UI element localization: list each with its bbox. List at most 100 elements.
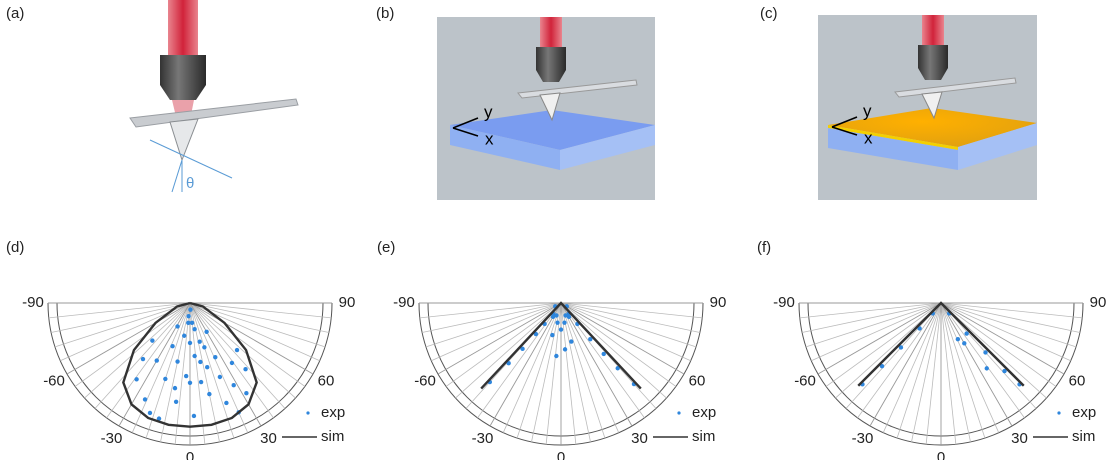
grid-spoke	[560, 302, 606, 439]
exp-point	[173, 399, 179, 404]
angle-tick-label: 0	[557, 449, 565, 460]
axis-arrow	[452, 117, 479, 129]
grid-spoke	[811, 302, 942, 362]
exp-point	[615, 366, 620, 371]
exp-point	[156, 416, 162, 421]
grid-spoke	[560, 302, 691, 362]
panel-label: (d)	[6, 239, 24, 256]
angle-tick-label: -60	[794, 372, 816, 389]
axis-arrow	[452, 127, 479, 137]
grid-spoke	[189, 302, 329, 333]
exp-point	[983, 350, 988, 355]
exp-point	[198, 379, 204, 385]
exp-point	[224, 400, 229, 406]
angle-line	[149, 139, 233, 179]
sim-curve	[857, 301, 1025, 387]
exp-point	[154, 358, 159, 363]
grid-spoke	[802, 302, 942, 333]
exp-point	[554, 313, 559, 318]
grid-spoke	[516, 302, 562, 439]
grid-spoke	[560, 302, 633, 427]
panel-label: (b)	[376, 5, 394, 22]
exp-point	[172, 385, 178, 391]
grid-spoke	[925, 302, 942, 445]
angle-tick-label: -60	[43, 372, 65, 389]
exp-point	[182, 333, 187, 338]
exp-point	[150, 338, 155, 343]
grid-spoke	[940, 302, 1057, 387]
grid-spoke	[189, 302, 296, 399]
legend-label: sim	[1072, 428, 1095, 445]
angle-tick-label: 60	[1069, 372, 1086, 389]
grid-spoke	[940, 302, 1071, 362]
grid-spoke	[940, 302, 1025, 419]
angle-tick-label: 30	[1011, 430, 1028, 447]
grid-spoke	[896, 302, 942, 439]
grid-spoke	[502, 302, 562, 433]
grid-spoke	[560, 302, 577, 445]
exp-point	[175, 324, 180, 329]
panel-label: (a)	[6, 5, 24, 22]
exp-point	[175, 359, 180, 364]
grid-spoke	[560, 302, 697, 348]
angle-tick-label: -60	[414, 372, 436, 389]
grid-spoke	[940, 302, 1077, 348]
sim-curve	[122, 301, 258, 428]
exp-point	[207, 391, 212, 397]
grid-spoke	[940, 302, 1037, 409]
legend-label: exp	[321, 404, 345, 421]
grid-spoke	[189, 302, 326, 348]
grid-spoke	[106, 302, 191, 419]
exp-point	[192, 326, 197, 332]
grid-spoke	[560, 302, 591, 442]
exp-point	[163, 376, 168, 382]
grid-spoke	[560, 302, 645, 419]
grid-spoke	[189, 302, 332, 319]
angle-tick-label: 0	[937, 449, 945, 460]
exp-point	[563, 313, 568, 318]
sim-curve	[480, 301, 642, 390]
exp-point	[189, 320, 195, 326]
axis-arrow	[831, 126, 858, 136]
grid-spoke	[882, 302, 942, 433]
grid-spoke	[940, 302, 986, 439]
grid-spoke	[189, 302, 306, 387]
legend-label: exp	[692, 404, 716, 421]
panel-a: (a) θ	[6, 0, 299, 193]
objective	[536, 47, 566, 82]
exp-point	[562, 347, 568, 352]
exp-point	[186, 320, 191, 326]
grid-spoke	[560, 302, 620, 433]
grid-spoke	[477, 302, 562, 419]
exp-point	[186, 314, 191, 319]
grid-spoke	[189, 302, 286, 409]
axis-label: x	[485, 129, 494, 148]
exp-point	[170, 343, 175, 349]
angle-tick-label: 60	[318, 372, 335, 389]
grid-spoke	[145, 302, 191, 439]
panel-label: (f)	[757, 239, 771, 256]
grid-spoke	[825, 302, 942, 387]
polar-chart: (e) -90 -60 -30 0 30 60 90 exp sim	[377, 239, 726, 460]
grid-spoke	[560, 302, 685, 375]
grid-spoke	[189, 302, 314, 375]
exp-point	[198, 359, 203, 365]
grid-spoke	[160, 302, 191, 442]
grid-spoke	[425, 302, 562, 348]
exp-point	[243, 367, 248, 372]
grid-spoke	[489, 302, 562, 427]
polar-chart: (d) -90 -60 -30 0 30 60 90 exp sim	[6, 239, 355, 460]
exp-point	[550, 332, 555, 338]
angle-tick-label: 90	[710, 294, 727, 311]
grid-spoke	[419, 302, 562, 319]
exp-point	[234, 347, 240, 353]
exp-point	[898, 345, 904, 350]
cantilever	[894, 77, 1017, 98]
grid-spoke	[940, 302, 971, 442]
legend-label: sim	[321, 428, 344, 445]
exp-point	[533, 331, 539, 337]
sample-side	[828, 128, 958, 170]
exp-point	[1002, 368, 1007, 374]
exp-point	[140, 356, 146, 362]
